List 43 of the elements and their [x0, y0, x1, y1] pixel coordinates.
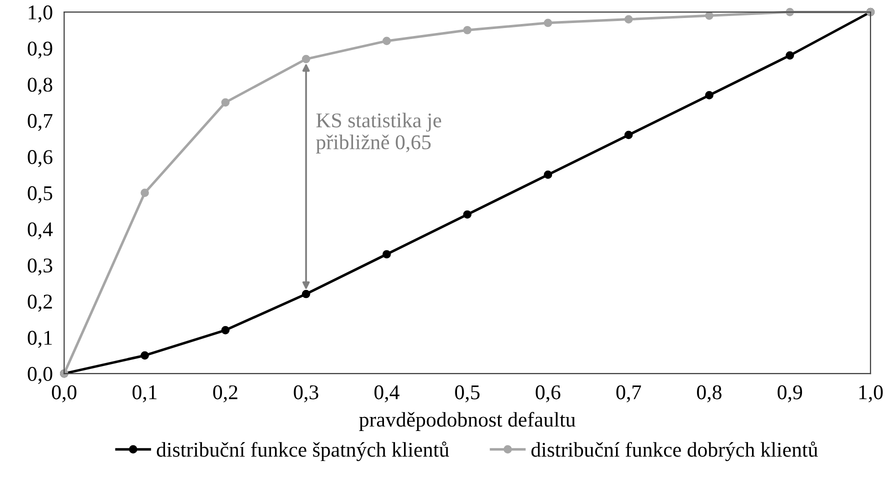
x-tick-label: 0,4 — [374, 385, 400, 402]
point — [382, 250, 391, 258]
y-tick-label: 0,6 — [28, 150, 52, 168]
point — [140, 351, 149, 360]
y-tick-label: 0,3 — [28, 258, 52, 276]
point — [221, 326, 230, 334]
point — [463, 210, 472, 219]
x-tick-label: 0,0 — [52, 385, 76, 402]
x-tick-label: 0,8 — [697, 385, 722, 402]
point — [624, 130, 633, 140]
x-tick-label: 0,9 — [778, 385, 802, 402]
x-tick-label: 0,5 — [455, 385, 480, 402]
point — [221, 98, 230, 107]
y-tick-label: 0,9 — [28, 42, 52, 59]
point — [624, 15, 633, 24]
point — [463, 26, 472, 34]
point — [705, 12, 714, 20]
x-tick-label: 0,3 — [294, 385, 318, 402]
point — [544, 170, 552, 179]
x-tick-label: 0,2 — [213, 385, 238, 402]
point — [705, 91, 714, 100]
point — [302, 54, 310, 64]
x-tick-label: 1,0 — [859, 385, 883, 402]
x-tick-label: 0,7 — [616, 385, 642, 402]
point — [544, 18, 552, 28]
y-tick-label: 0,1 — [28, 330, 52, 348]
y-tick-label: 1,0 — [28, 5, 52, 22]
annotation: KS statistika je přibližně 0,65 — [316, 112, 442, 154]
legend-label: distribuční funkce dobrých klientů — [531, 442, 818, 462]
point — [140, 188, 149, 197]
point — [382, 36, 391, 46]
y-tick-label: 0,0 — [28, 366, 52, 384]
y-tick-label: 0,2 — [28, 294, 52, 312]
y-tick-label: 0,7 — [28, 114, 52, 131]
point — [786, 51, 794, 60]
x-tick-label: 0,1 — [132, 385, 157, 402]
point — [302, 290, 310, 298]
y-tick-label: 0,4 — [28, 222, 53, 240]
y-tick-label: 0,8 — [28, 78, 52, 95]
x-axis-title: pravděpodobnost defaultu — [359, 412, 576, 431]
legend-label: distribuční funkce špatných klientů — [156, 442, 450, 462]
x-tick-label: 0,6 — [536, 385, 560, 402]
y-tick-label: 0,5 — [28, 186, 52, 204]
